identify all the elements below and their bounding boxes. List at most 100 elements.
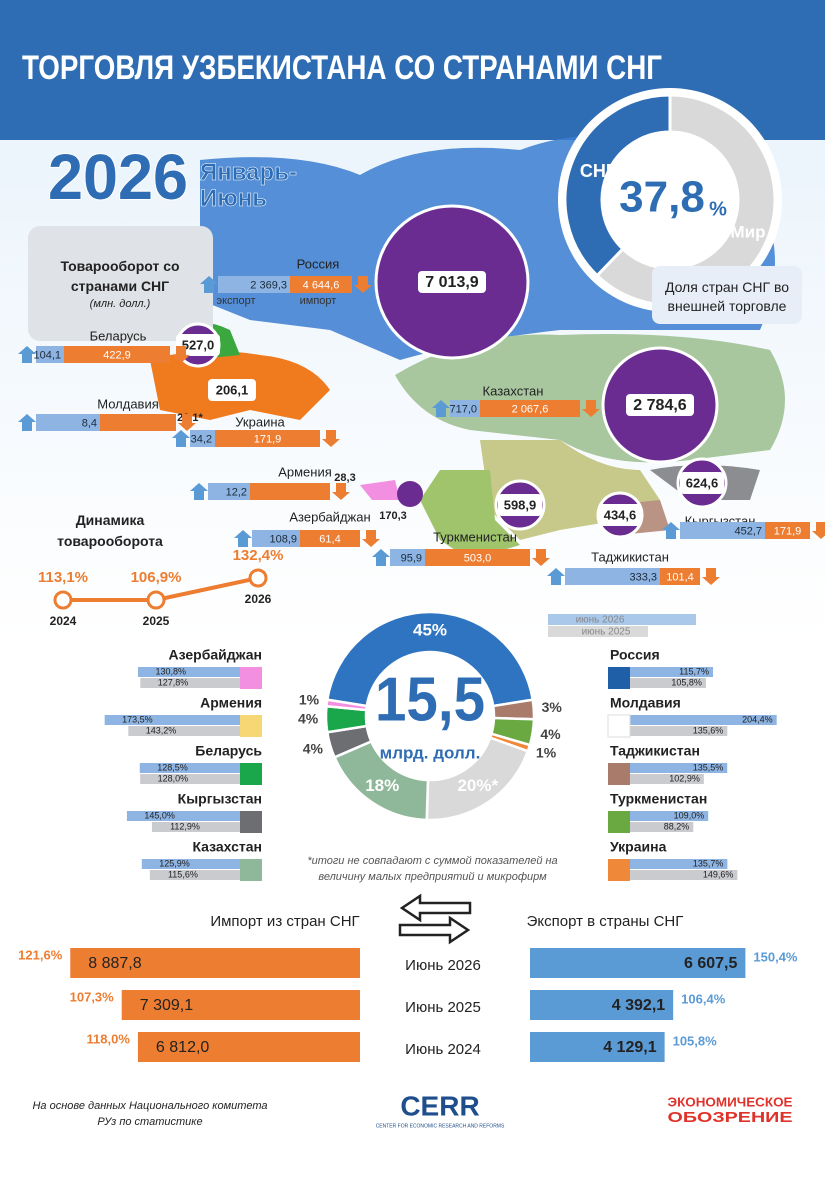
export-growth: 106,4% <box>681 991 726 1006</box>
export-bar <box>390 549 425 566</box>
import-bar <box>660 568 700 585</box>
growth-country: Туркменистан <box>610 791 707 807</box>
growth-country: Азербайджан <box>169 647 263 663</box>
export-trade-bar <box>530 1032 665 1062</box>
growth-bar-2026 <box>104 715 240 725</box>
logo-cerr: CERR <box>400 1090 479 1121</box>
share-cis-arc <box>563 93 672 278</box>
growth-bar-2025 <box>630 774 704 784</box>
turnover-title: Товарооборот со странами СНГ <box>60 258 180 294</box>
export-arrow <box>18 346 36 363</box>
import-bar <box>480 400 580 417</box>
donut-label: 4% <box>540 726 561 742</box>
dynamics-point <box>248 568 268 588</box>
country-name: Россия <box>297 256 340 271</box>
dynamics-value: 132,4% <box>233 547 284 564</box>
growth-bar-2026 <box>137 667 240 677</box>
export-bar <box>450 400 480 417</box>
share-cis-label: СНГ <box>580 161 616 181</box>
donut-label: 20%* <box>457 776 498 795</box>
growth-value-2025: 135,6% <box>693 725 724 735</box>
total-plate <box>418 271 486 293</box>
country-name: Украина <box>235 414 285 429</box>
growth-value-2026: 135,5% <box>693 762 724 772</box>
country-name: Казахстан <box>483 383 544 398</box>
growth-value-2026: 115,7% <box>679 666 709 676</box>
import-growth: 107,3% <box>70 989 115 1004</box>
dynamics-point <box>53 590 73 610</box>
logo-eo-1: ЭКОНОМИЧЕСКОЕ <box>668 1094 793 1109</box>
country-total: 624,6 <box>686 475 719 490</box>
turnover-box <box>28 226 213 341</box>
export-value: 104,1 <box>33 349 61 361</box>
import-bar <box>290 276 352 293</box>
export-growth: 150,4% <box>753 949 798 964</box>
import-bar <box>64 346 170 363</box>
export-value: 12,2 <box>226 486 247 498</box>
export-growth: 105,8% <box>673 1033 718 1048</box>
export-arrow <box>172 430 190 447</box>
share-caption: Доля стран СНГ во внешней торговле <box>664 279 790 314</box>
country-swatch <box>240 715 262 737</box>
donut-segment <box>325 610 535 708</box>
growth-country: Россия <box>610 647 660 663</box>
country-swatch <box>240 859 262 881</box>
growth-value-2025: 105,8% <box>671 677 702 687</box>
source: На основе данных Национального комитета … <box>32 1100 268 1128</box>
country-name: Беларусь <box>90 328 147 343</box>
growth-country: Казахстан <box>192 839 262 855</box>
growth-value-2025: 128,0% <box>158 773 189 783</box>
period-label: Июнь 2024 <box>405 1041 481 1058</box>
donut-label: 3% <box>542 699 563 715</box>
export-value: 8,4 <box>82 417 97 429</box>
import-value: 171,9 <box>254 433 282 445</box>
country-name: Молдавия <box>97 396 159 411</box>
country-total: 434,6 <box>604 507 637 522</box>
import-value: 503,0 <box>464 552 492 564</box>
total-plate <box>680 472 724 494</box>
import-arrow <box>582 400 600 417</box>
import-arrow <box>702 568 720 585</box>
donut-center-unit: млрд. долл. <box>380 743 481 762</box>
legend-label: июнь 2025 <box>582 627 631 638</box>
growth-bar-2026 <box>139 763 240 773</box>
growth-value-2025: 115,6% <box>168 869 198 879</box>
donut-label: 1% <box>536 744 557 760</box>
import-trade-bar <box>70 948 360 978</box>
import-trade-bar <box>121 990 360 1020</box>
export-value: 452,7 <box>734 525 762 537</box>
map-caucasus <box>360 480 400 500</box>
export-trade-value: 6 607,5 <box>684 955 737 972</box>
import-trade-value: 7 309,1 <box>140 997 193 1014</box>
export-value: 95,9 <box>401 552 422 564</box>
total-plate <box>176 334 220 356</box>
country-swatch <box>240 811 262 833</box>
country-total: 598,9 <box>504 497 537 512</box>
export-value: 717,0 <box>449 403 477 415</box>
growth-value-2026: 145,0% <box>144 810 175 820</box>
dynamics-year: 2024 <box>50 614 77 628</box>
export-trade-value: 4 129,1 <box>603 1039 656 1056</box>
import-bar <box>250 483 330 500</box>
export-value: 108,9 <box>269 533 297 545</box>
country-total: 28,3 <box>334 472 355 484</box>
export-bar <box>208 483 250 500</box>
growth-value-2025: 143,2% <box>146 725 177 735</box>
country-name: Таджикистан <box>591 549 669 564</box>
import-bar <box>100 414 176 431</box>
export-bar <box>218 276 290 293</box>
donut-label: 4% <box>303 741 324 757</box>
growth-bar-2025 <box>128 726 240 736</box>
import-arrow <box>532 549 550 566</box>
import-value: 4 644,6 <box>303 279 340 291</box>
import-arrow <box>332 483 350 500</box>
growth-bar-2025 <box>149 870 240 880</box>
import-bar <box>765 522 810 539</box>
year: 2026 <box>48 141 188 213</box>
donut-label: 18% <box>365 776 399 795</box>
export-arrow <box>372 549 390 566</box>
country-total: 7 013,9 <box>425 274 478 291</box>
country-swatch <box>608 859 630 881</box>
dynamics-title: Динамика товарооборота <box>57 512 163 549</box>
export-value: 333,3 <box>629 571 657 583</box>
